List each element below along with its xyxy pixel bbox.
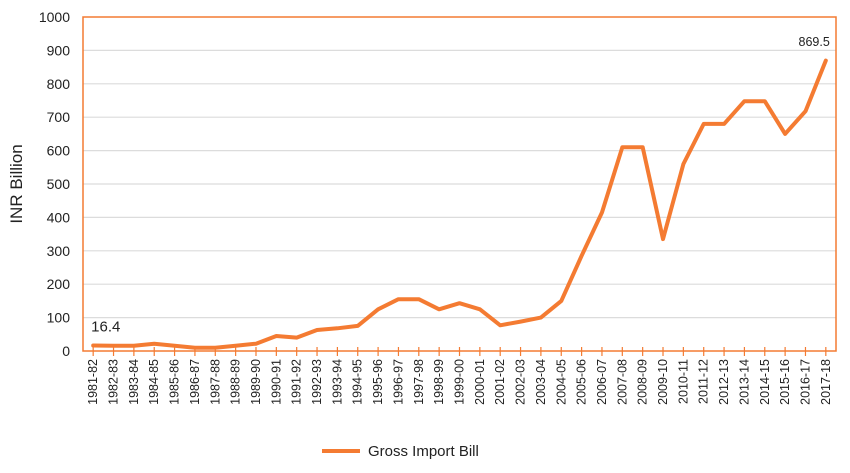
y-tick-label: 1000: [39, 9, 70, 25]
x-tick-label: 1995-96: [371, 359, 385, 405]
x-tick-label: 2013-14: [737, 359, 751, 405]
y-tick-label: 600: [47, 143, 71, 159]
x-tick-label: 2003-04: [534, 359, 548, 405]
x-tick-label: 1986-87: [188, 359, 202, 405]
data-label: 16.4: [91, 319, 120, 336]
annotations: 16.4 869.5: [91, 35, 830, 336]
x-tick-label: 2000-01: [473, 359, 487, 405]
legend-label: Gross Import Bill: [368, 443, 479, 460]
x-tick-label: 2007-08: [615, 359, 629, 405]
x-tick-label: 1999-00: [453, 359, 467, 405]
x-tick-label: 1982-83: [107, 359, 121, 405]
x-tick-label: 1994-95: [351, 359, 365, 405]
y-tick-label: 800: [47, 76, 71, 92]
y-tick-label: 200: [47, 276, 71, 292]
x-tick-label: 2008-09: [636, 359, 650, 405]
y-axis-label: INR Billion: [7, 144, 26, 223]
x-tick-label: 1983-84: [127, 359, 141, 405]
x-tick-label: 1984-85: [147, 359, 161, 405]
x-tick-label: 2014-15: [758, 359, 772, 405]
x-tick-label: 1997-98: [412, 359, 426, 405]
x-tick-label: 2010-11: [676, 359, 690, 404]
gridlines: [83, 49, 836, 319]
y-tick-label: 900: [47, 42, 71, 58]
y-tick-label: 100: [47, 310, 71, 326]
x-tick-label: 1996-97: [391, 359, 405, 405]
x-tick-label: 2006-07: [595, 359, 609, 405]
plot-frame: [82, 16, 837, 352]
x-tick-label: 1985-86: [168, 359, 182, 405]
x-tick-label: 2005-06: [575, 359, 589, 405]
x-tick-label: 2016-17: [798, 359, 812, 405]
y-tick-label: 400: [47, 209, 71, 225]
x-tick-label: 2009-10: [656, 359, 670, 405]
x-tick-label: 2001-02: [493, 359, 507, 405]
x-tick-label: 1990-91: [269, 359, 283, 405]
y-tick-label: 500: [47, 176, 71, 192]
x-tick-label: 2015-16: [778, 359, 792, 405]
series-line-gross-import-bill: [91, 58, 828, 350]
series-layer: [91, 58, 828, 350]
x-tick-label: 1981-82: [86, 359, 100, 405]
x-tick-label: 1998-99: [432, 359, 446, 405]
y-axis-ticks: 0 100 200 300 400 500 600 700 800 900 1000: [39, 9, 70, 359]
x-tick-label: 1988-89: [229, 359, 243, 405]
x-tick-label: 2011-12: [697, 359, 711, 404]
x-tick-label: 1989-90: [249, 359, 263, 405]
legend: Gross Import Bill: [322, 443, 479, 460]
x-tick-label: 1992-93: [310, 359, 324, 405]
x-tick-label: 2012-13: [717, 359, 731, 405]
y-tick-label: 700: [47, 109, 71, 125]
data-label: 869.5: [799, 35, 830, 49]
y-tick-label: 0: [62, 343, 70, 359]
x-tick-label: 2002-03: [514, 359, 528, 405]
x-tick-label: 2017-18: [819, 359, 833, 405]
x-axis-ticks: 1981-82 1982-83 1983-84 1984-85 1985-86 1986-…: [86, 347, 833, 405]
x-tick-label: 1991-92: [290, 359, 304, 405]
x-tick-label: 1987-88: [208, 359, 222, 405]
x-tick-label: 2004-05: [554, 359, 568, 405]
y-tick-label: 300: [47, 243, 71, 259]
x-tick-label: 1993-94: [330, 359, 344, 405]
